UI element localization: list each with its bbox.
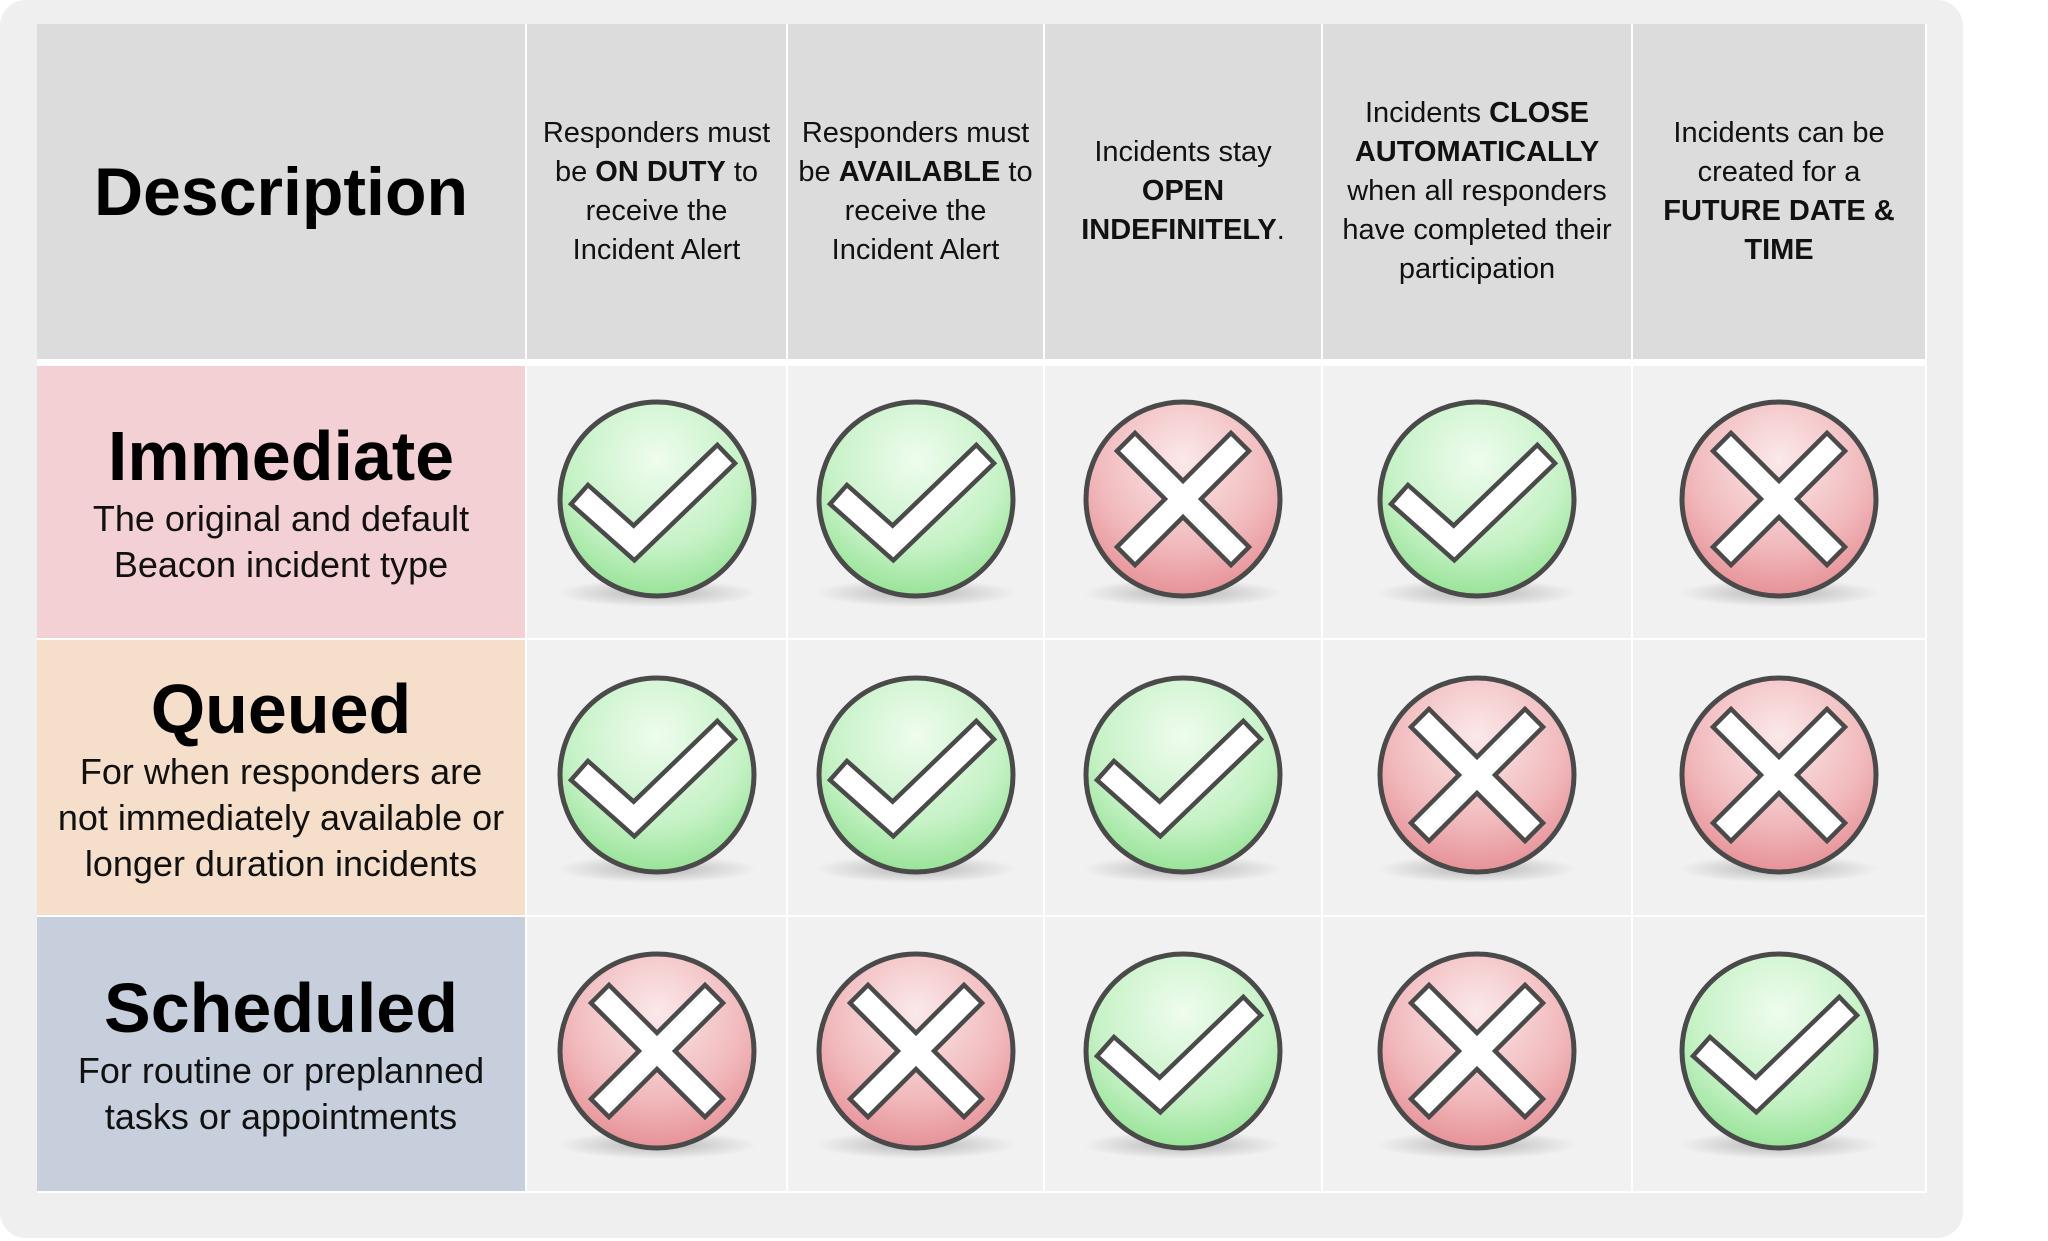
icon-circle bbox=[557, 399, 756, 599]
column-header-text: Incidents can be created for a FUTURE DA… bbox=[1641, 114, 1917, 270]
header-segment: Responders must be bbox=[798, 116, 1030, 188]
column-header-text: Incidents stay OPEN INDEFINITELY. bbox=[1053, 133, 1313, 250]
column-header: Responders must be ON DUTY to receive th… bbox=[527, 24, 788, 366]
header-segment: OPEN INDEFINITELY bbox=[1081, 175, 1277, 246]
check-icon bbox=[1679, 951, 1879, 1159]
header-segment: AVAILABLE bbox=[838, 155, 1001, 188]
header-segment: when all responders have completed their… bbox=[1342, 175, 1612, 285]
header-title: Description bbox=[93, 153, 469, 230]
column-header: Responders must be AVAILABLE to receive … bbox=[788, 24, 1045, 366]
icon-circle bbox=[816, 675, 1015, 874]
row-title: Scheduled bbox=[104, 969, 458, 1047]
check-mark bbox=[832, 723, 991, 833]
row-subtitle: For when responders are not immediately … bbox=[57, 750, 505, 884]
column-header-text: Responders must be ON DUTY to receive th… bbox=[535, 114, 778, 270]
table: Description Responders must be ON DUTY t… bbox=[37, 24, 1927, 1193]
cross-icon bbox=[1679, 399, 1879, 607]
check-icon bbox=[1083, 675, 1283, 883]
icon-cell bbox=[1045, 640, 1323, 917]
cross-mark bbox=[1414, 988, 1540, 1114]
row-subtitle: The original and default Beacon incident… bbox=[92, 498, 470, 585]
icon-circle bbox=[1377, 399, 1577, 599]
column-header: Incidents stay OPEN INDEFINITELY. bbox=[1045, 24, 1323, 366]
header-segment: Incidents stay bbox=[1094, 136, 1272, 168]
icon-cell bbox=[1633, 366, 1927, 640]
row-header: Scheduled For routine or preplanned tasks… bbox=[37, 917, 527, 1193]
check-icon bbox=[556, 675, 757, 883]
cross-mark bbox=[852, 988, 979, 1114]
icon-circle bbox=[816, 399, 1015, 599]
check-mark bbox=[1100, 723, 1258, 833]
row-title: Immediate bbox=[107, 417, 455, 495]
check-mark bbox=[1696, 1000, 1854, 1110]
cross-icon bbox=[815, 951, 1016, 1159]
check-mark bbox=[573, 448, 732, 558]
column-header: Incidents can be created for a FUTURE DA… bbox=[1633, 24, 1927, 366]
icon-cell bbox=[788, 640, 1045, 917]
header-segment: Responders must be bbox=[542, 116, 771, 188]
icon-cell bbox=[1045, 917, 1323, 1193]
column-header-text: Incidents CLOSE AUTOMATICALLY when all r… bbox=[1331, 94, 1623, 289]
row-subtitle: For routine or preplanned tasks or appoi… bbox=[77, 1050, 485, 1137]
cross-icon bbox=[1377, 951, 1577, 1159]
cross-mark bbox=[1716, 436, 1842, 562]
cross-mark bbox=[1716, 711, 1842, 838]
cross-icon bbox=[1679, 675, 1879, 883]
icon-cell bbox=[527, 366, 788, 640]
check-mark bbox=[1100, 1000, 1258, 1110]
check-mark bbox=[573, 723, 732, 833]
header-segment: Incidents bbox=[1364, 97, 1490, 129]
row-header: Queued For when responders are not immedi… bbox=[37, 640, 527, 917]
icon-circle bbox=[1679, 951, 1879, 1151]
column-header: Incidents CLOSE AUTOMATICALLY when all r… bbox=[1323, 24, 1633, 366]
icon-cell bbox=[788, 366, 1045, 640]
cross-icon bbox=[1377, 675, 1577, 883]
header-segment: ON DUTY bbox=[595, 155, 726, 188]
icon-cell bbox=[1045, 366, 1323, 640]
icon-cell bbox=[1323, 640, 1633, 917]
icon-circle bbox=[557, 675, 756, 874]
cross-icon bbox=[556, 951, 757, 1159]
header-segment: FUTURE DATE & TIME bbox=[1663, 194, 1895, 266]
icon-cell bbox=[527, 917, 788, 1193]
header-segment: CLOSE AUTOMATICALLY bbox=[1354, 97, 1600, 168]
header-segment: . bbox=[1276, 214, 1285, 246]
icon-circle bbox=[1083, 675, 1283, 874]
check-icon bbox=[556, 399, 757, 607]
icon-cell bbox=[1323, 917, 1633, 1193]
row-title: Queued bbox=[150, 669, 412, 748]
icon-cell bbox=[1633, 640, 1927, 917]
header-segment: to receive the Incident Alert bbox=[831, 155, 1033, 266]
column-header-text: Responders must be AVAILABLE to receive … bbox=[796, 114, 1035, 270]
row-header: Immediate The original and default Beacon… bbox=[37, 366, 527, 640]
cross-icon bbox=[1083, 399, 1283, 607]
cross-mark bbox=[1120, 436, 1246, 562]
check-icon bbox=[1083, 951, 1283, 1159]
header-segment: to receive the Incident Alert bbox=[572, 155, 759, 266]
icon-cell bbox=[1323, 366, 1633, 640]
header-title-cell: Description bbox=[37, 24, 527, 366]
check-icon bbox=[815, 675, 1016, 883]
cross-mark bbox=[593, 988, 720, 1114]
check-mark bbox=[1394, 448, 1552, 558]
icon-cell bbox=[527, 640, 788, 917]
icon-circle bbox=[1083, 951, 1283, 1151]
check-icon bbox=[1377, 399, 1577, 607]
icon-cell bbox=[788, 917, 1045, 1193]
check-icon bbox=[815, 399, 1016, 607]
check-mark bbox=[832, 448, 991, 558]
icon-cell bbox=[1633, 917, 1927, 1193]
cross-mark bbox=[1414, 711, 1540, 838]
header-segment: Incidents can be created for a bbox=[1673, 116, 1885, 188]
